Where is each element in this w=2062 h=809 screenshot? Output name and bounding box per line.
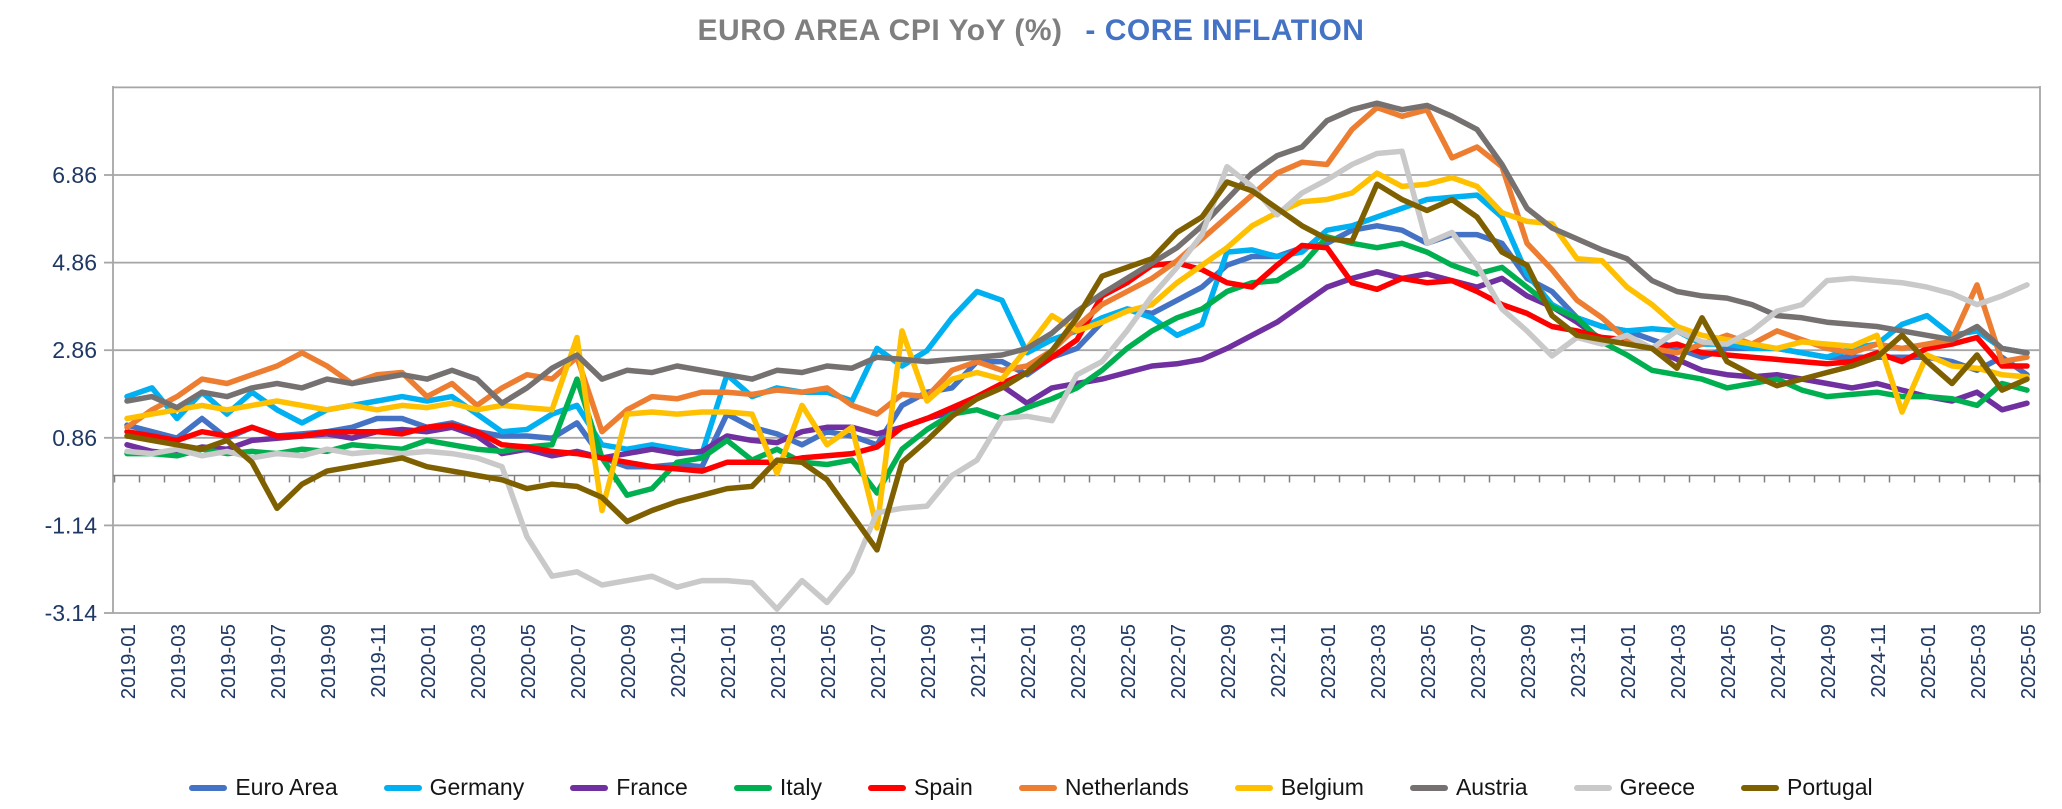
x-tick-label: 2023-09: [1517, 624, 1540, 699]
legend-marker-icon: [189, 784, 228, 791]
x-tick-label: 2024-07: [1767, 624, 1790, 699]
x-tick-label: 2021-11: [967, 624, 990, 698]
chart-title-main: EURO AREA CPI YoY (%): [697, 14, 1063, 47]
x-tick-label: 2025-01: [1917, 624, 1940, 699]
x-tick-label: 2023-01: [1317, 624, 1340, 699]
x-tick-label: 2025-05: [2017, 624, 2040, 699]
x-tick-label: 2019-11: [367, 624, 390, 698]
x-tick-label: 2020-07: [567, 624, 590, 699]
series-line-france: [124, 269, 2030, 461]
x-tick-label: 2021-09: [917, 624, 940, 699]
x-tick-label: 2023-11: [1567, 624, 1590, 698]
x-tick-label: 2023-03: [1367, 624, 1390, 699]
x-tick-label: 2022-01: [1017, 624, 1040, 699]
legend-label: Netherlands: [1064, 774, 1189, 800]
x-tick-label: 2021-03: [767, 624, 790, 699]
y-tick-label: -1.14: [45, 512, 98, 538]
x-tick-label: 2024-05: [1717, 624, 1740, 699]
y-tick-label: 0.86: [52, 425, 97, 451]
legend-label: Portugal: [1787, 774, 1873, 800]
legend-label: France: [616, 774, 688, 800]
x-tick-label: 2019-07: [267, 624, 290, 699]
x-tick-label: 2024-03: [1667, 624, 1690, 699]
legend-label: Spain: [914, 774, 973, 800]
y-tick-label: 6.86: [52, 162, 97, 188]
legend-item-netherlands: Netherlands: [1018, 774, 1189, 801]
legend-marker-icon: [1741, 784, 1779, 791]
x-tick-label: 2021-05: [817, 624, 840, 699]
legend-marker-icon: [1409, 784, 1448, 791]
legend-marker-icon: [1018, 784, 1057, 791]
x-tick-label: 2020-03: [467, 624, 490, 699]
x-tick-label: 2021-07: [867, 624, 890, 699]
x-tick-label: 2023-07: [1467, 624, 1490, 699]
legend-marker-icon: [733, 784, 772, 791]
x-tick-label: 2022-07: [1167, 624, 1190, 699]
legend-marker-icon: [570, 784, 609, 791]
legend-item-austria: Austria: [1409, 774, 1528, 801]
legend-label: Germany: [429, 774, 525, 800]
x-tick-label: 2022-11: [1267, 624, 1290, 698]
legend-label: Italy: [779, 774, 822, 800]
x-tick-label: 2020-09: [617, 624, 640, 699]
legend-item-france: France: [570, 774, 688, 801]
x-tick-label: 2019-05: [217, 624, 240, 699]
y-tick-label: -3.14: [45, 600, 98, 626]
legend-label: Greece: [1619, 774, 1695, 800]
series-line-austria: [124, 100, 2030, 411]
chart-legend: Euro Area Germany France Italy Spain Netherla…: [0, 774, 2062, 801]
legend-item-germany: Germany: [383, 774, 525, 801]
legend-marker-icon: [1234, 784, 1273, 791]
x-tick-label: 2019-09: [317, 624, 340, 699]
x-tick-label: 2019-01: [117, 624, 140, 699]
legend-item-spain: Spain: [868, 774, 973, 801]
y-tick-label: 4.86: [52, 250, 97, 276]
legend-marker-icon: [1573, 784, 1612, 791]
y-tick-label: 2.86: [52, 337, 97, 363]
x-tick-label: 2023-05: [1417, 624, 1440, 699]
legend-marker-icon: [868, 784, 906, 791]
x-tick-label: 2021-01: [717, 624, 740, 699]
x-tick-label: 2022-05: [1117, 624, 1140, 699]
legend-label: Belgium: [1280, 774, 1364, 800]
legend-marker-icon: [383, 784, 422, 791]
x-tick-label: 2025-03: [1967, 624, 1990, 699]
chart-title-accent: - CORE INFLATION: [1085, 14, 1365, 47]
x-tick-label: 2022-09: [1217, 624, 1240, 699]
x-tick-label: 2024-01: [1617, 624, 1640, 699]
series-line-spain: [124, 242, 2030, 474]
legend-label: Austria: [1455, 774, 1528, 800]
legend-label: Euro Area: [235, 774, 338, 800]
x-tick-label: 2024-11: [1867, 624, 1890, 698]
x-tick-label: 2020-11: [667, 624, 690, 698]
legend-item-euro-area: Euro Area: [189, 774, 338, 801]
x-tick-label: 2020-05: [517, 624, 540, 699]
legend-item-greece: Greece: [1573, 774, 1695, 801]
legend-item-portugal: Portugal: [1741, 774, 1873, 801]
chart-title: EURO AREA CPI YoY (%) - CORE INFLATION: [0, 14, 2062, 48]
legend-item-belgium: Belgium: [1234, 774, 1364, 801]
series-line-greece: [124, 148, 2030, 612]
series-line-italy: [124, 234, 2030, 498]
x-tick-label: 2022-03: [1067, 624, 1090, 699]
x-tick-label: 2019-03: [167, 624, 190, 699]
legend-item-italy: Italy: [733, 774, 822, 801]
x-tick-label: 2020-01: [417, 624, 440, 699]
series-line-portugal: [124, 179, 2030, 553]
x-tick-label: 2024-09: [1817, 624, 1840, 699]
